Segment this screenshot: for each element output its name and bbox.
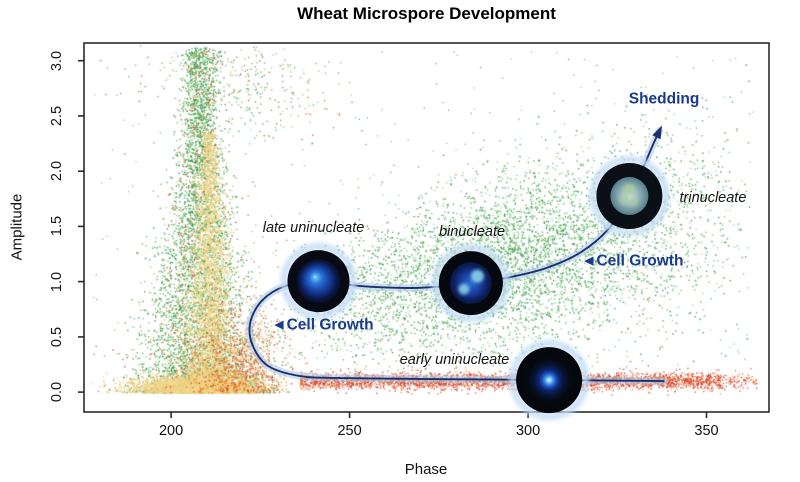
plot-frame <box>83 42 770 413</box>
cell-growth-label-2: ◄Cell Growth <box>581 252 684 270</box>
y-tick-label: 1.5 <box>48 216 65 237</box>
binucleate-cell <box>431 244 510 323</box>
shedding-label: Shedding <box>628 90 700 108</box>
early-uninucleate-label: early uninucleate <box>399 351 510 368</box>
nucleus <box>470 269 484 283</box>
y-axis-label: Amplitude <box>8 193 26 261</box>
y-tick-label: 0.5 <box>48 326 65 347</box>
x-axis-label: Phase <box>404 461 448 478</box>
y-tick-label: 1.0 <box>48 271 65 292</box>
nucleus <box>629 198 638 206</box>
y-tick-label: 2.0 <box>48 161 65 182</box>
trinucleate-label: trinucleate <box>679 189 747 206</box>
nucleus <box>619 195 629 204</box>
x-tick-label: 300 <box>515 423 541 439</box>
late-uninucleate-cell <box>280 243 357 320</box>
cell-glow <box>509 340 590 421</box>
nucleus <box>458 283 470 295</box>
cell-glow <box>589 156 670 236</box>
y-tick-label: 3.0 <box>48 50 65 71</box>
x-tick-label: 350 <box>694 423 719 439</box>
cell-growth-label-1: ◄Cell Growth <box>271 316 374 334</box>
trinucleate-cell <box>589 156 670 236</box>
binucleate-label: binucleate <box>438 223 506 240</box>
x-tick-label: 200 <box>158 423 184 439</box>
late-uninucleate-label: late uninucleate <box>262 219 365 236</box>
y-tick-label: 0.0 <box>48 382 65 403</box>
x-tick-label: 250 <box>337 423 362 439</box>
nucleus <box>623 184 635 195</box>
y-tick-label: 2.5 <box>48 105 65 126</box>
cell-glow <box>280 243 357 320</box>
cell-glow <box>431 244 510 323</box>
shedding-arrowhead <box>652 125 662 140</box>
early-uninucleate-cell <box>509 340 590 421</box>
